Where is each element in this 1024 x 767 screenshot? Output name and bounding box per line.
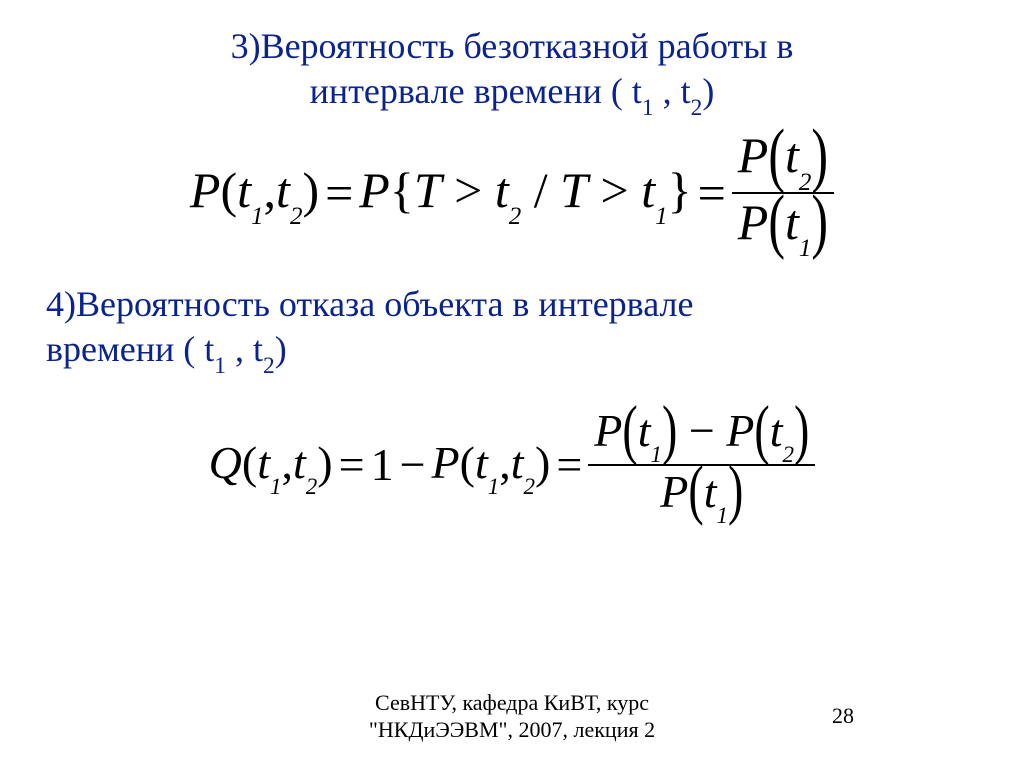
f2-s1: 1 [270,474,282,499]
f1-dens: 1 [799,235,812,262]
f2-numt2: t [770,405,783,456]
f1-mids1: 1 [655,203,668,230]
f1-eq1: = [325,164,353,222]
f1-midP: P [359,162,390,218]
f1-slash: / [521,162,560,218]
f2-denP: P [660,466,688,517]
f2-dent: t [704,466,717,517]
f1-denP: P [738,194,769,250]
f2-nums1: 1 [651,442,663,467]
page-number: 28 [832,703,854,729]
footer-line2: "НКДиЭЭВМ", 2007, лекция 2 [369,717,655,742]
f1-midt1: t [641,162,655,218]
heading-3-sub1: 1 [642,95,654,121]
f2-numminus: − [677,405,726,456]
f1-T2: T [560,162,588,218]
f1-s2: 2 [290,203,303,230]
f1-comma: , [264,162,277,218]
footer-line1: СевНТУ, кафедра КиВТ, курс [375,690,649,715]
f1-open: ( [220,162,237,218]
heading-4-sub2: 2 [263,353,275,379]
f1-P: P [190,162,221,218]
f2-minus1: − [400,438,426,491]
f2-midt2: t [511,437,524,488]
f2-eq2: = [556,438,582,491]
f2-midcomma: , [499,437,511,488]
f2-close: ) [317,437,332,488]
f2-t2: t [293,437,306,488]
f2-open: ( [242,437,257,488]
f2-fraction: P(t1) − P(t2) P(t1) [588,407,815,522]
f1-T1: T [414,162,442,218]
f1-t2: t [276,162,290,218]
formula-1: P(t1,t2) = P{T > t2 / T > t1} = P(t2) P(… [40,129,984,256]
heading-4: 4)Вероятность отказа объекта в интервале… [46,282,984,377]
f2-Q: Q [209,437,242,488]
f2-mids2: 2 [524,474,536,499]
f2-one: 1 [371,438,394,491]
heading-3-line2b: , t [654,71,691,111]
f1-numP: P [738,127,769,183]
f2-midclose: ) [535,437,550,488]
heading-3-line1: 3)Вероятность безотказной работы в [231,26,794,66]
f1-gt2: > [588,162,641,218]
f2-mids1: 1 [488,474,500,499]
f1-fraction: P(t2) P(t1) [732,129,834,256]
f2-numt1: t [638,405,651,456]
f2-s2: 2 [306,474,318,499]
f1-nums: 2 [799,169,812,196]
f1-numt: t [785,127,799,183]
footer: СевНТУ, кафедра КиВТ, курс "НКДиЭЭВМ", 2… [0,690,1024,743]
f1-close: ) [302,162,319,218]
heading-4-line1: 4)Вероятность отказа объекта в интервале [46,284,693,324]
heading-4-line2b: , t [226,329,263,369]
f1-mids2: 2 [509,203,522,230]
heading-3: 3)Вероятность безотказной работы в интер… [40,24,984,119]
heading-3-sub2: 2 [691,95,703,121]
heading-4-sub1: 1 [214,353,226,379]
f1-midopen: { [390,162,414,218]
f1-t1: t [237,162,251,218]
f2-midP: P [432,437,460,488]
f2-eq1: = [339,438,365,491]
heading-3-line2c: ) [702,71,714,111]
f2-numP2: P [726,405,754,456]
heading-3-line2a: интервале времени ( t [310,71,642,111]
f1-eq2: = [698,164,726,222]
f2-numP1: P [594,405,622,456]
f1-midclose: } [668,162,692,218]
f1-midt: t [495,162,509,218]
f2-midopen: ( [460,437,475,488]
f2-dens: 1 [717,503,729,528]
f2-midt: t [475,437,488,488]
f2-nums2: 2 [783,442,795,467]
formula-2: Q(t1,t2) = 1 − P(t1,t2) = P(t1) − P(t2) … [40,407,984,522]
f2-t1: t [257,437,270,488]
f1-dent: t [785,194,799,250]
heading-4-line2a: времени ( t [46,329,214,369]
f1-s1: 1 [251,203,264,230]
f2-comma: , [282,437,294,488]
f1-gt1: > [442,162,495,218]
heading-4-line2c: ) [275,329,287,369]
slide: 3)Вероятность безотказной работы в интер… [0,0,1024,767]
